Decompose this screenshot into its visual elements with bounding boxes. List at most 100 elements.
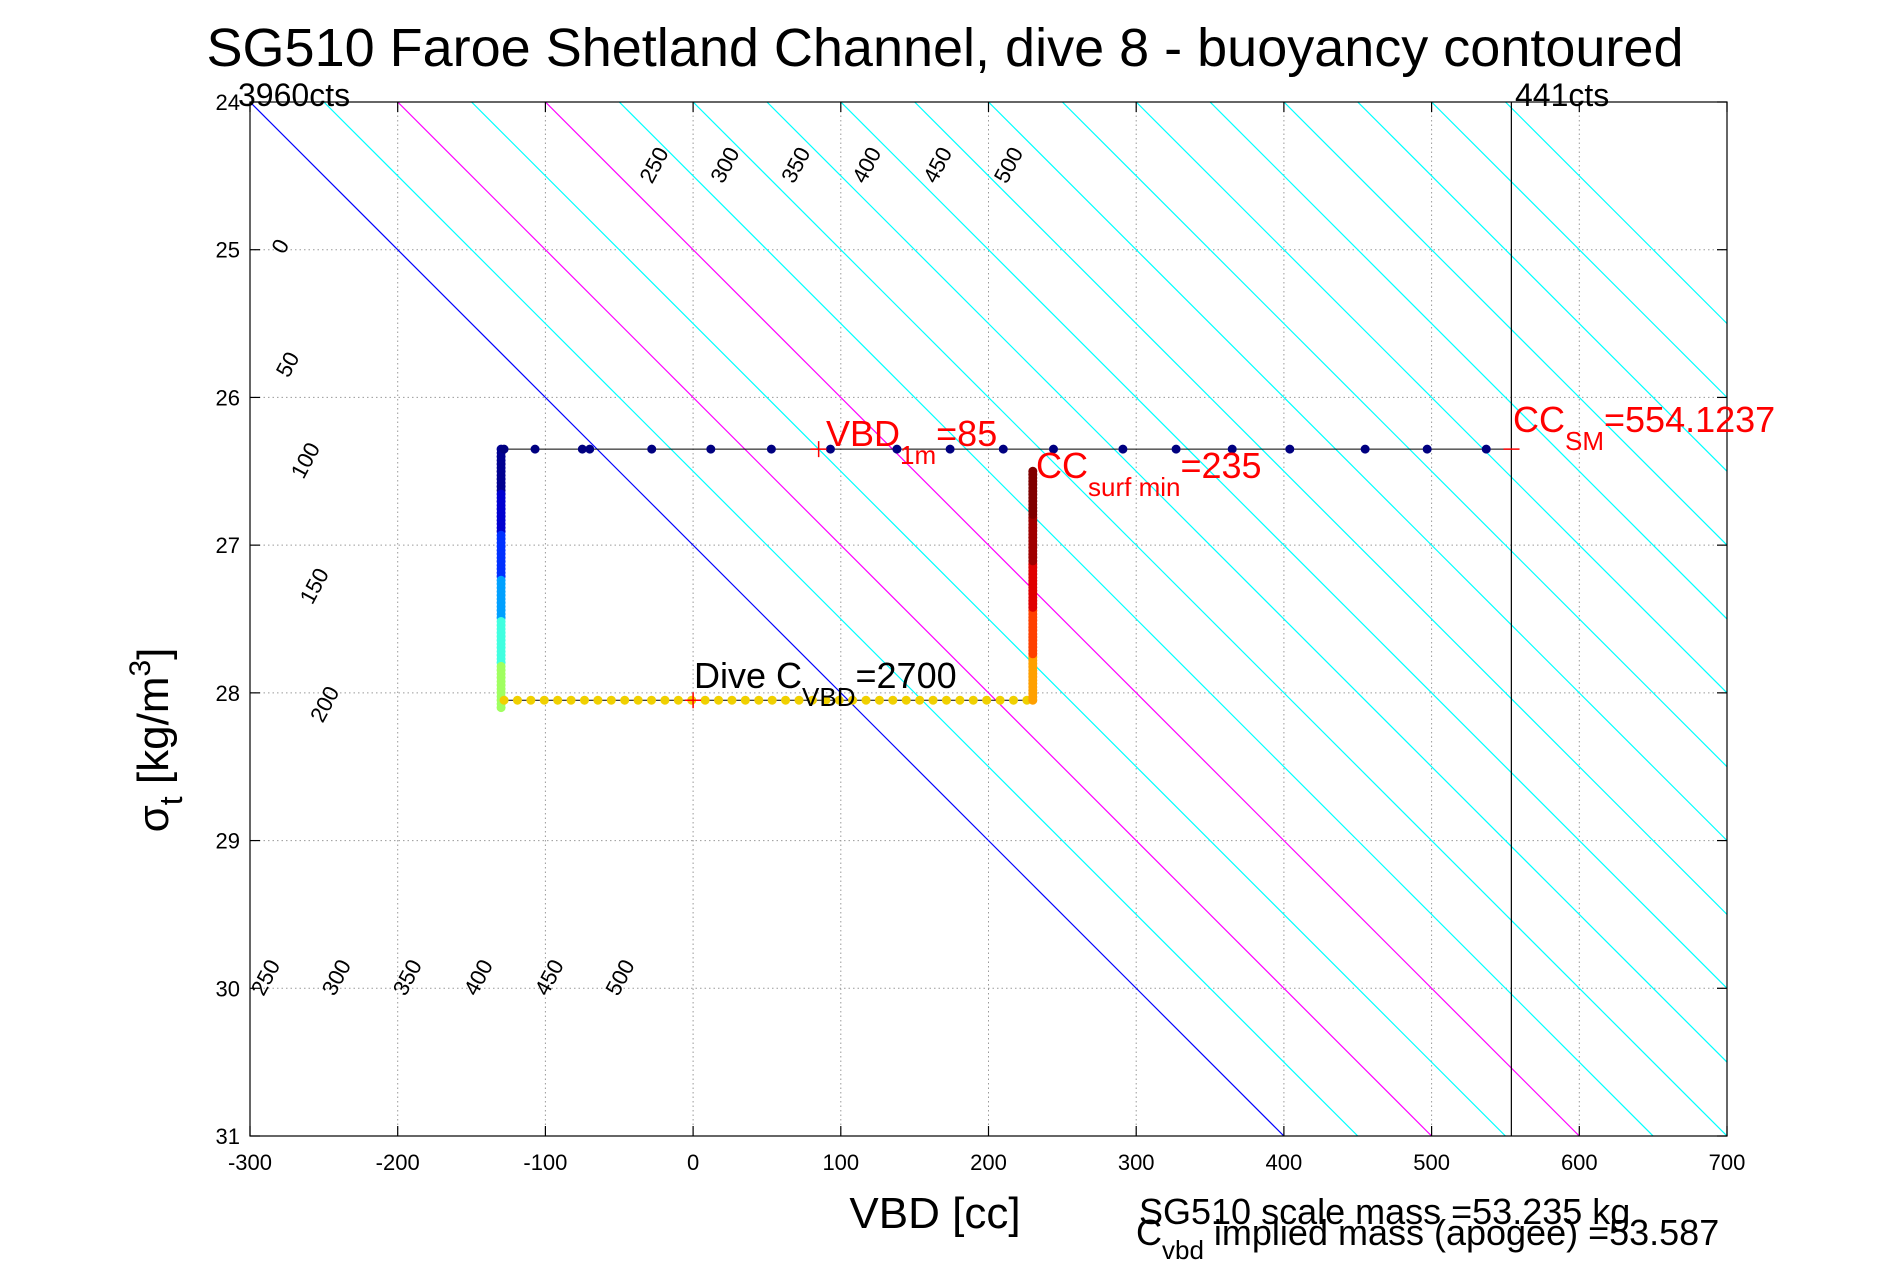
contour-line — [1209, 102, 1727, 620]
pump-point — [606, 695, 616, 705]
y-tick-label: 28 — [216, 681, 240, 706]
pump-point — [982, 695, 992, 705]
contour-line — [323, 102, 1359, 1136]
pump-point — [874, 695, 884, 705]
pump-point — [512, 695, 522, 705]
svg-text:CCSM=554.1237: CCSM=554.1237 — [1513, 399, 1775, 456]
annotation-markers — [685, 441, 1520, 709]
surface-point — [1285, 444, 1295, 454]
vbd1m-value: =85 — [936, 413, 997, 454]
x-tick-label: 300 — [1118, 1150, 1155, 1175]
y-tick-label: 26 — [216, 385, 240, 410]
surface-point — [945, 444, 955, 454]
pump-point — [794, 695, 804, 705]
pump-point — [848, 695, 858, 705]
pump-point — [499, 695, 509, 705]
dive-track — [496, 444, 1512, 713]
contour-line — [692, 102, 1727, 1136]
surface-point — [892, 444, 902, 454]
contour-line — [544, 102, 1580, 1136]
pump-point — [593, 695, 603, 705]
contour-line — [766, 102, 1727, 1063]
y-label-sigma: σ — [129, 805, 178, 832]
surface-point — [577, 444, 587, 454]
x-tick-label: 0 — [687, 1150, 699, 1175]
dive-main: Dive C — [694, 655, 802, 696]
implied-sub: vbd — [1162, 1235, 1204, 1262]
surface-point — [647, 444, 657, 454]
surface-point — [766, 444, 776, 454]
pump-point — [740, 695, 750, 705]
pump-point — [888, 695, 898, 705]
surface-point — [1171, 444, 1181, 454]
pump-point — [995, 695, 1005, 705]
contour-line — [1061, 102, 1727, 768]
x-tick-label: 100 — [822, 1150, 859, 1175]
surface-point — [1422, 444, 1432, 454]
svg-text:Dive CVBD=2700: Dive CVBD=2700 — [694, 655, 957, 712]
svg-text:VBD1m=85: VBD1m=85 — [826, 413, 997, 470]
surface-point — [998, 444, 1008, 454]
contour-line — [1135, 102, 1727, 694]
descent-point — [496, 703, 506, 713]
surface-point — [1048, 444, 1058, 454]
x-tick-label: 500 — [1413, 1150, 1450, 1175]
x-tick-label: 400 — [1266, 1150, 1303, 1175]
pump-point — [660, 695, 670, 705]
svg-text:CCsurf min=235: CCsurf min=235 — [1036, 445, 1262, 502]
x-tick-label: 600 — [1561, 1150, 1598, 1175]
y-axis-ticks: 24 25 26 27 28 29 30 31 — [216, 90, 1727, 1149]
contour-line — [914, 102, 1727, 916]
contour-line — [471, 102, 1506, 1136]
y-axis-label: σt [kg/m3] — [124, 648, 189, 833]
cc-sm-annotation: CCSM=554.1237 — [1513, 399, 1775, 456]
pump-point — [566, 695, 576, 705]
contour-line — [1431, 102, 1727, 399]
scale-mass-text: SG510 scale mass =53.235 kg — [1139, 1191, 1630, 1232]
dive-sub: VBD — [802, 682, 855, 712]
surface-point — [585, 444, 595, 454]
pump-point — [727, 695, 737, 705]
surface-point — [499, 444, 509, 454]
pump-point — [928, 695, 938, 705]
contour-line — [618, 102, 1654, 1136]
contour-line — [250, 102, 1285, 1136]
pump-point — [834, 695, 844, 705]
surface-point — [1360, 444, 1370, 454]
svg-text:σt [kg/m3]: σt [kg/m3] — [124, 648, 189, 833]
pump-point — [807, 695, 817, 705]
pump-point — [955, 695, 965, 705]
contour-line — [1505, 102, 1727, 325]
vbd-1m-annotation: VBD1m=85 — [826, 413, 997, 470]
y-label-sup: 3 — [124, 660, 157, 677]
contour-line — [1357, 102, 1727, 473]
pump-point — [673, 695, 683, 705]
y-tick-label: 27 — [216, 533, 240, 558]
vbd1m-main: VBD — [826, 413, 900, 454]
x-axis-label: VBD [cc] — [849, 1189, 1020, 1238]
surface-point — [825, 444, 835, 454]
implied-main: C — [1136, 1212, 1162, 1253]
y-tick-label: 29 — [216, 829, 240, 854]
y-label-close: ] — [129, 648, 178, 660]
counts-right-label: 441cts — [1515, 77, 1609, 113]
x-tick-label: -100 — [523, 1150, 567, 1175]
surface-point — [706, 444, 716, 454]
ccsm-value: =554.1237 — [1604, 399, 1775, 440]
surface-point — [530, 444, 540, 454]
y-label-rest: [kg/m — [129, 677, 178, 797]
x-tick-label: 200 — [970, 1150, 1007, 1175]
contour-line — [988, 102, 1727, 842]
x-tick-label: 700 — [1709, 1150, 1746, 1175]
dive-cvbd-annotation: Dive CVBD=2700 — [694, 655, 957, 712]
cc-surf-min-annotation: CCsurf min=235 — [1036, 445, 1262, 502]
y-tick-label: 30 — [216, 976, 240, 1001]
pump-point — [941, 695, 951, 705]
pump-point — [700, 695, 710, 705]
counts-left-label: 3960cts — [238, 77, 350, 113]
ccsm-sub: SM — [1565, 426, 1604, 456]
surface-point — [1227, 444, 1237, 454]
surface-point — [1481, 444, 1491, 454]
pump-point — [553, 695, 563, 705]
